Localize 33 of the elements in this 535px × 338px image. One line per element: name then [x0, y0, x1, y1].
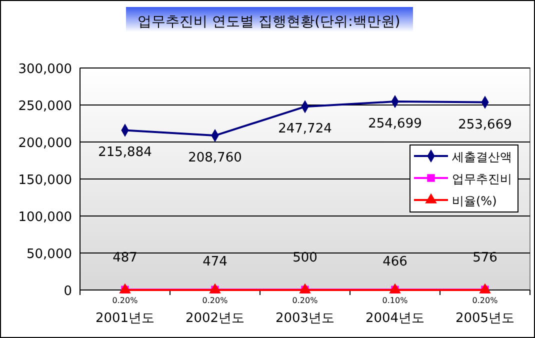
data-label: 0.20%: [472, 296, 498, 305]
chart-title: 업무추진비 연도별 집행현황(단위:백만원): [138, 14, 400, 30]
y-tick-label: 50,000: [26, 247, 72, 262]
x-tick-label: 2004년도: [365, 311, 425, 326]
data-label: 0.10%: [382, 296, 408, 305]
point: [479, 283, 491, 294]
x-tick-label: 2002년도: [185, 311, 245, 326]
point: [209, 283, 221, 294]
y-tick-label: 0: [64, 284, 72, 299]
x-tick-label: 2005년도: [455, 311, 515, 326]
y-tick-label: 150,000: [18, 173, 72, 188]
data-label: 0.20%: [202, 296, 228, 305]
data-label: 208,760: [188, 150, 242, 166]
x-tick-label: 2003년도: [275, 311, 335, 326]
data-label: 474: [202, 254, 228, 270]
legend-label: 업무추진비: [452, 172, 512, 186]
legend-label: 세출결산액: [452, 150, 512, 164]
legend-label: 비율(%): [452, 194, 497, 208]
x-tick-label: 2001년도: [95, 311, 155, 326]
data-label: 215,884: [98, 145, 152, 160]
y-tick-label: 300,000: [18, 62, 72, 77]
y-tick-label: 250,000: [18, 99, 72, 114]
y-tick-label: 200,000: [18, 136, 72, 151]
y-tick-label: 100,000: [18, 210, 72, 225]
point: [299, 283, 311, 294]
point: [389, 283, 401, 294]
data-label: 466: [382, 254, 408, 270]
data-label: 254,699: [368, 116, 422, 132]
data-label: 0.20%: [112, 296, 138, 305]
point: [119, 283, 131, 294]
data-label: 247,724: [278, 122, 332, 137]
data-label: 253,669: [458, 117, 512, 132]
data-label: 0.20%: [292, 296, 318, 305]
